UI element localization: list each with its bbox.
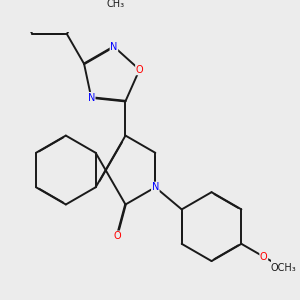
Text: CH₃: CH₃ bbox=[106, 0, 124, 9]
Text: N: N bbox=[88, 92, 95, 103]
Text: N: N bbox=[152, 182, 159, 192]
Text: OCH₃: OCH₃ bbox=[270, 263, 296, 273]
Text: N: N bbox=[110, 42, 118, 52]
Text: O: O bbox=[260, 252, 268, 262]
Text: O: O bbox=[113, 231, 121, 241]
Text: O: O bbox=[136, 65, 143, 75]
